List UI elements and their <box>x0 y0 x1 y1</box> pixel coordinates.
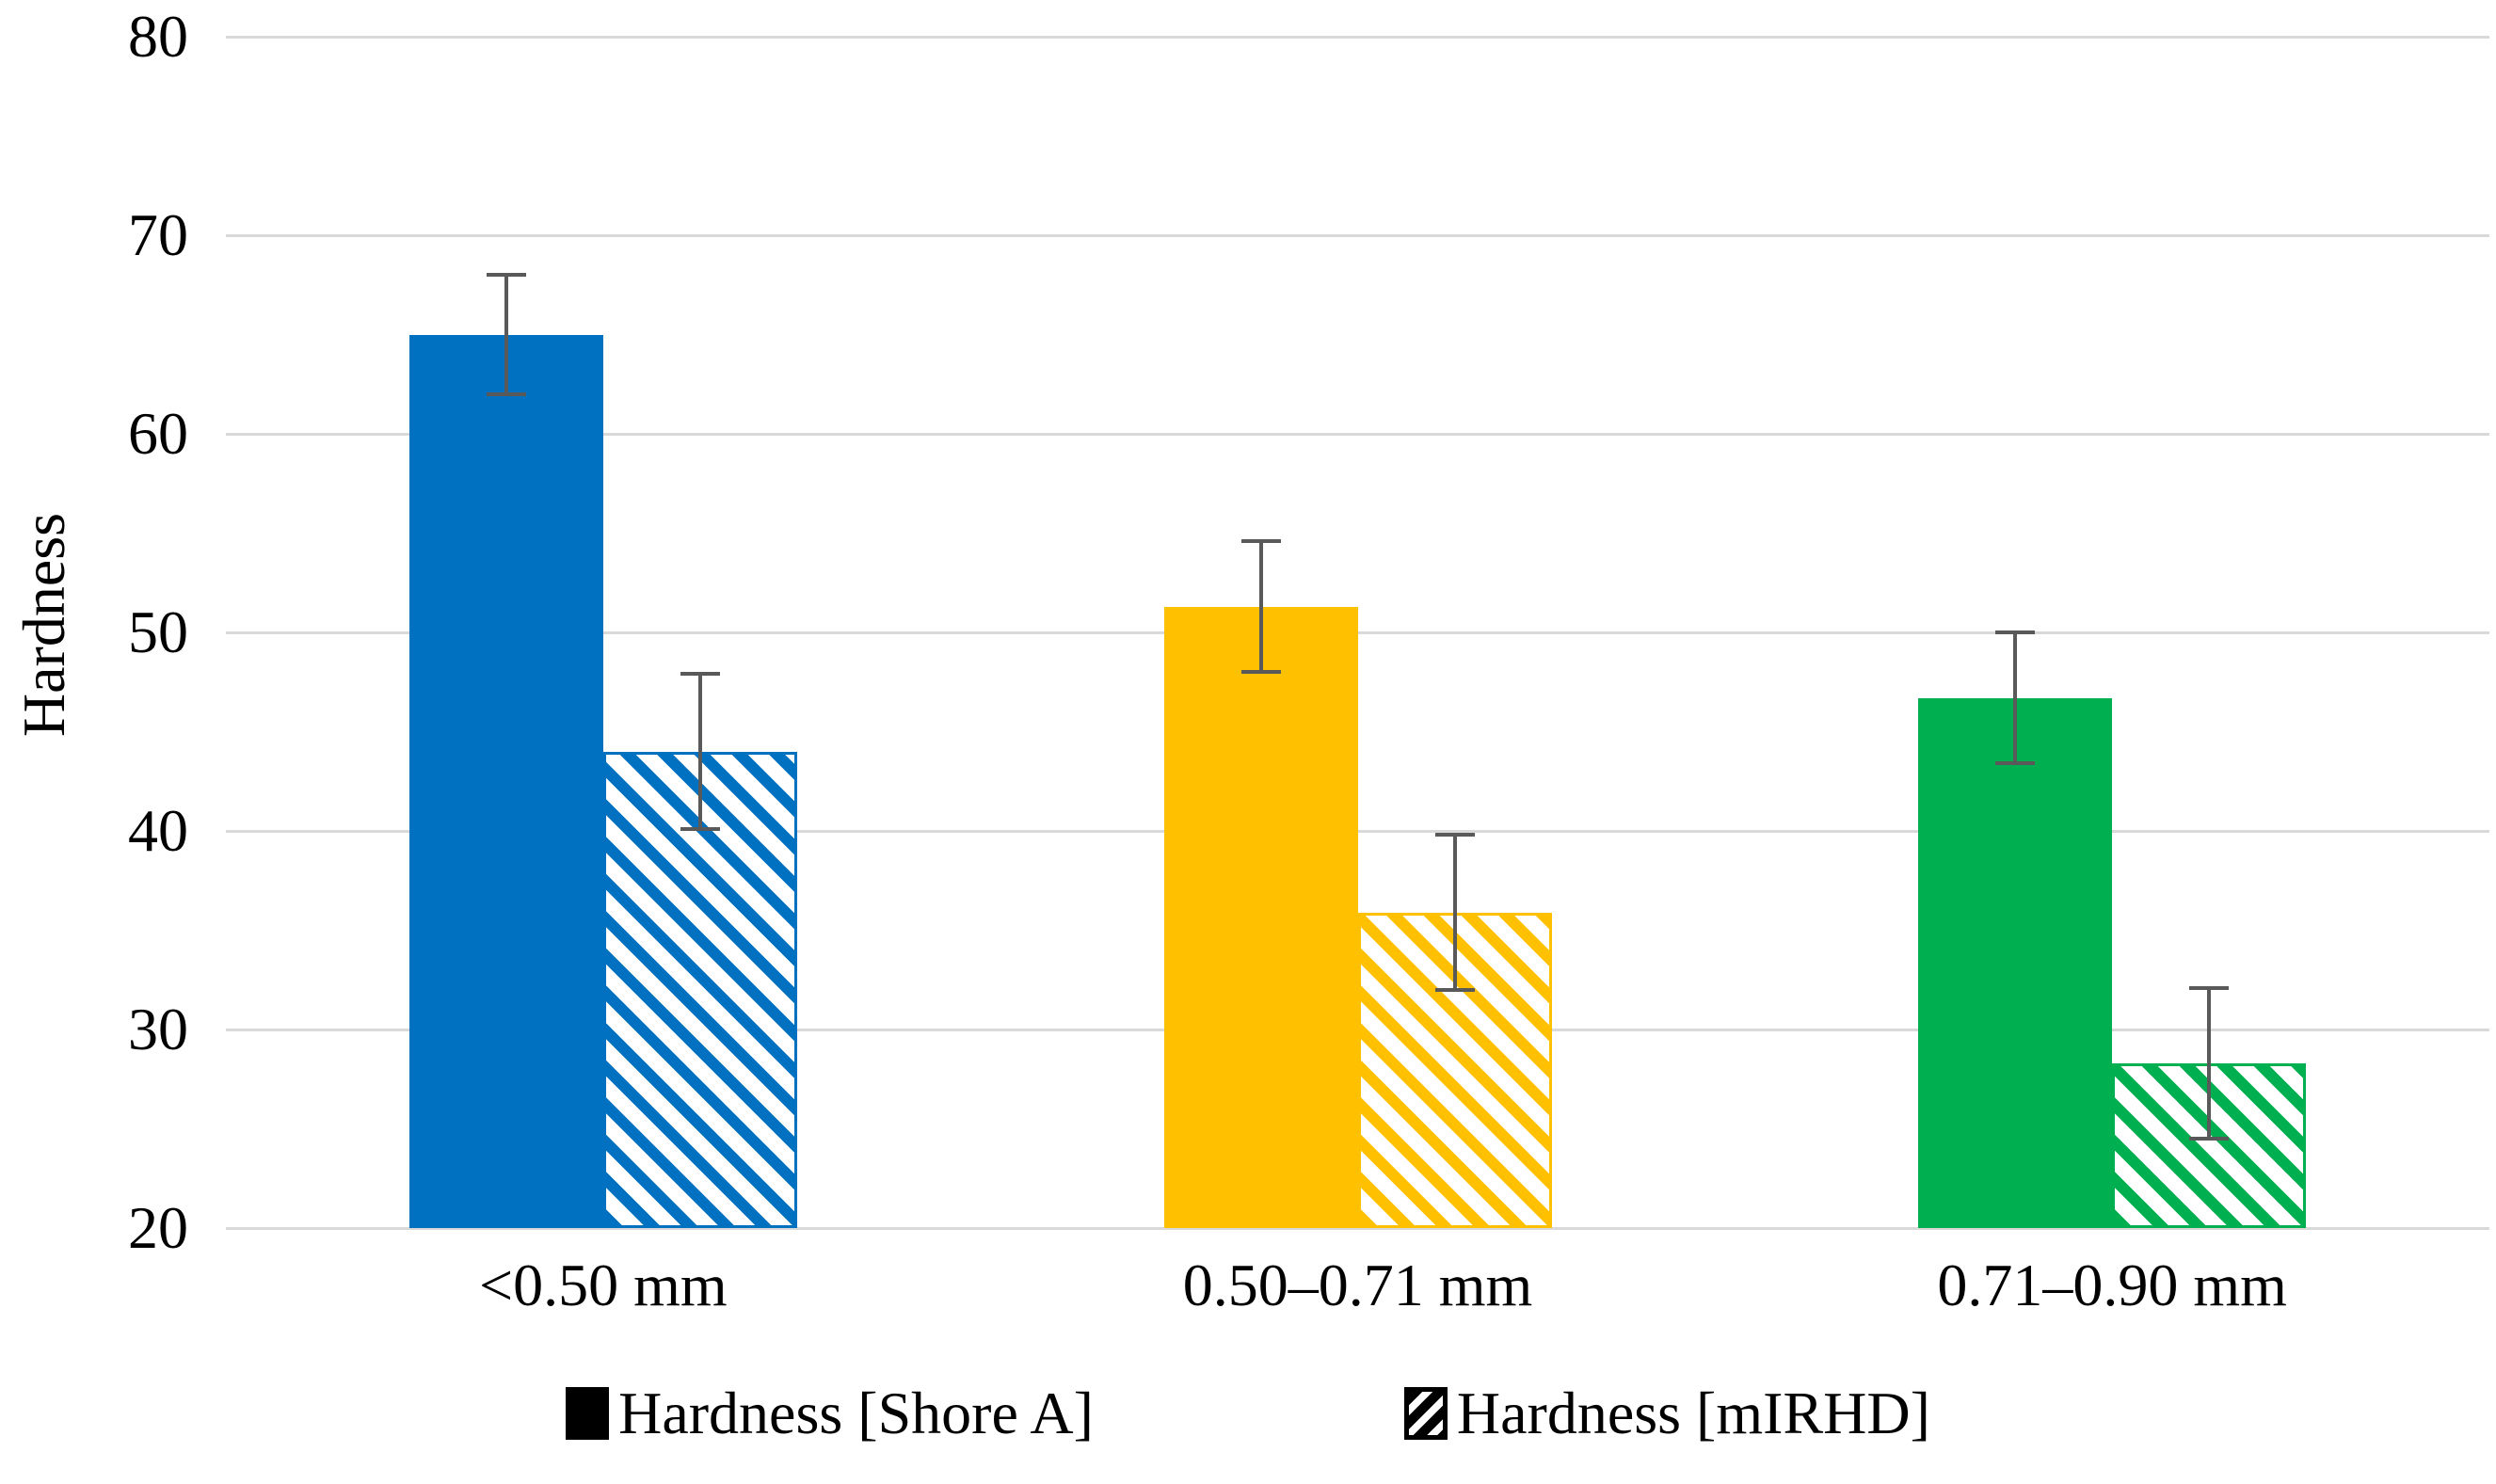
gridline <box>226 36 2489 39</box>
error-bar <box>504 275 508 394</box>
error-bar-cap <box>486 273 526 278</box>
error-bar-cap <box>1240 670 1281 675</box>
solid-swatch-icon <box>566 1387 610 1440</box>
legend-item-shore-a: Hardness [Shore A] <box>566 1380 1094 1447</box>
bar-hatched <box>602 751 797 1228</box>
plot-area <box>226 36 2489 1230</box>
legend-label: Hardness [mIRHD] <box>1456 1380 1930 1446</box>
gridline <box>226 1227 2489 1230</box>
error-bar-cap <box>1434 987 1475 992</box>
y-tick-label: 80 <box>128 3 188 70</box>
y-tick-label: 70 <box>128 201 188 268</box>
error-bar <box>1452 835 1457 990</box>
x-category-label: 0.50–0.71 mm <box>1182 1252 1533 1318</box>
y-tick-label: 40 <box>128 797 188 864</box>
legend: Hardness [Shore A] Hardness [mIRHD] <box>0 1380 2496 1447</box>
error-bar-cap <box>680 672 720 677</box>
error-bar-cap <box>1434 833 1475 838</box>
bar-solid <box>1918 697 2113 1228</box>
y-tick-label: 30 <box>128 996 188 1062</box>
error-bar <box>1258 540 1263 673</box>
error-bar-cap <box>1995 630 2036 634</box>
gridline <box>226 830 2489 833</box>
gridline <box>226 234 2489 237</box>
hatched-swatch-icon <box>1403 1387 1448 1440</box>
error-bar-cap <box>680 826 720 831</box>
x-category-label: 0.71–0.90 mm <box>1937 1252 2287 1318</box>
y-tick-label: 50 <box>128 598 188 665</box>
error-bar-cap <box>2189 1137 2230 1141</box>
gridline <box>226 631 2489 634</box>
error-bar-cap <box>2189 985 2230 990</box>
legend-label: Hardness [Shore A] <box>618 1380 1094 1446</box>
x-category-label: <0.50 mm <box>479 1252 728 1318</box>
error-bar <box>697 674 702 829</box>
gridline <box>226 433 2489 436</box>
error-bar <box>2207 987 2212 1140</box>
y-tick-label: 20 <box>128 1194 188 1261</box>
error-bar <box>2013 632 2018 764</box>
bar-solid <box>1163 606 1358 1228</box>
error-bar-cap <box>1995 761 2036 766</box>
bar-solid <box>408 334 603 1228</box>
y-tick-label: 60 <box>128 400 188 467</box>
error-bar-cap <box>1240 538 1281 543</box>
error-bar-cap <box>486 391 526 396</box>
legend-item-mirhd: Hardness [mIRHD] <box>1403 1380 1930 1447</box>
